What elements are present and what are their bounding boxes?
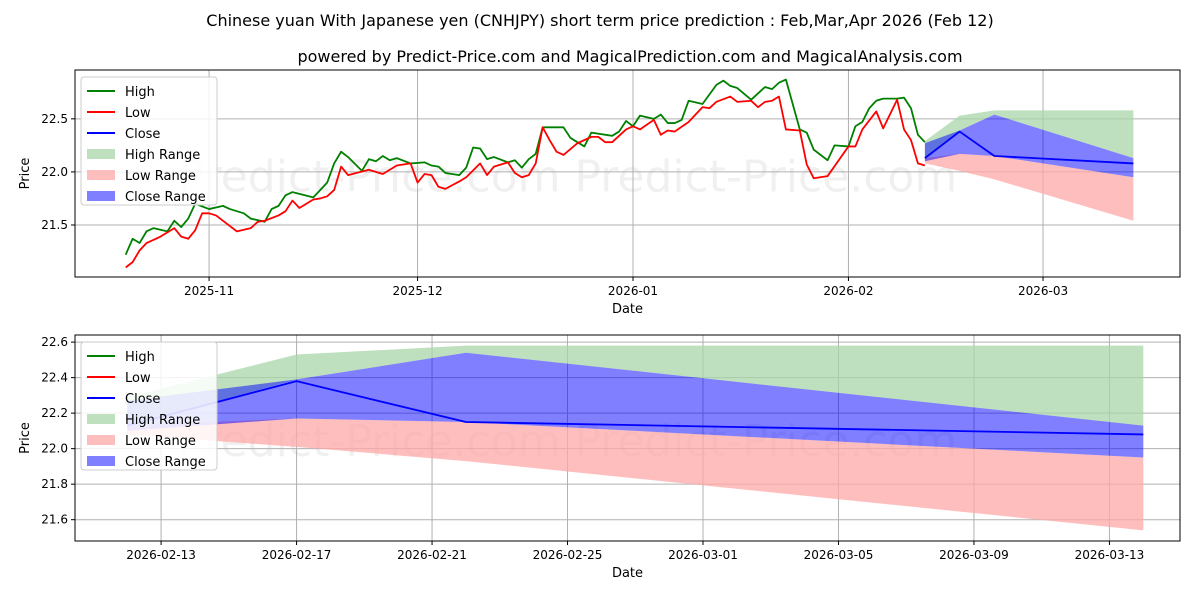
y-axis-label: Price [18,158,33,190]
legend-label: Low Range [125,169,196,184]
x-tick-label: 2026-03-13 [1075,548,1145,562]
legend-label: High [125,85,155,100]
legend-label: High Range [125,148,200,163]
x-tick-label: 2026-02-25 [533,548,603,562]
x-tick-label: 2025-12 [392,284,442,298]
y-tick-label: 22.6 [41,335,68,349]
legend-label: High [125,350,155,365]
y-tick-label: 21.6 [41,513,68,527]
axes-frame [74,69,1181,278]
forecast-zoom-chart: Predict-Price.com Predict-Price.com2026-… [18,334,1181,581]
close-line [924,130,1134,165]
y-tick-label: 22.4 [41,371,68,385]
x-tick-label: 2025-11 [184,284,234,298]
x-tick-label: 2026-02-21 [397,548,467,562]
x-axis-label: Date [612,566,643,581]
axes-frame [74,334,1181,542]
x-axis-label: Date [612,302,643,317]
y-tick-label: 22.2 [41,406,68,420]
main-price-chart: Predict-Price.com Predict-Price.com2025-… [18,69,1181,317]
legend-label: Close [125,127,160,142]
legend-label: Close Range [125,455,206,470]
chart-subtitle: powered by Predict-Price.com and Magical… [297,47,962,66]
low-range-band [924,153,1134,221]
low-range-band [127,418,1144,531]
x-tick-label: 2026-03-09 [939,548,1009,562]
legend-swatch-low-range [87,435,115,445]
x-tick-label: 2026-02-17 [262,548,332,562]
high-range-band [924,110,1134,159]
chart-title: Chinese yuan With Japanese yen (CNHJPY) … [206,11,993,30]
legend-swatch-high-range [87,414,115,424]
x-tick-label: 2026-03 [1018,284,1068,298]
y-tick-label: 22.0 [41,442,68,456]
y-tick-label: 22.0 [41,165,68,179]
legend-label: Close Range [125,190,206,205]
legend-label: Low Range [125,434,196,449]
legend: High Low Close High Range Low Range Close Ran… [80,341,218,471]
x-tick-label: 2026-02-13 [126,548,196,562]
legend-label: Close [125,392,160,407]
y-tick-label: 21.8 [41,477,68,491]
x-tick-label: 2026-02 [823,284,873,298]
close-range-band [127,352,1144,458]
legend-label: Low [125,371,151,386]
legend: High Low Close High Range Low Range Close Ran… [80,76,218,206]
y-axis-label: Price [18,422,33,454]
legend-label: Low [125,106,151,121]
legend-swatch-close-range [87,191,115,201]
y-tick-label: 21.5 [41,218,68,232]
x-tick-label: 2026-03-05 [804,548,874,562]
low-line [125,95,926,269]
legend-swatch-low-range [87,170,115,180]
close-range-band [924,114,1134,178]
legend-swatch-high-range [87,149,115,159]
high-range-band [127,345,1144,426]
x-tick-label: 2026-03-01 [668,548,738,562]
legend-swatch-close-range [87,456,115,466]
legend-label: High Range [125,413,200,428]
plot-area [124,78,1134,269]
x-tick-label: 2026-01 [608,284,658,298]
plot-area [126,345,1144,531]
y-tick-label: 22.5 [41,112,68,126]
